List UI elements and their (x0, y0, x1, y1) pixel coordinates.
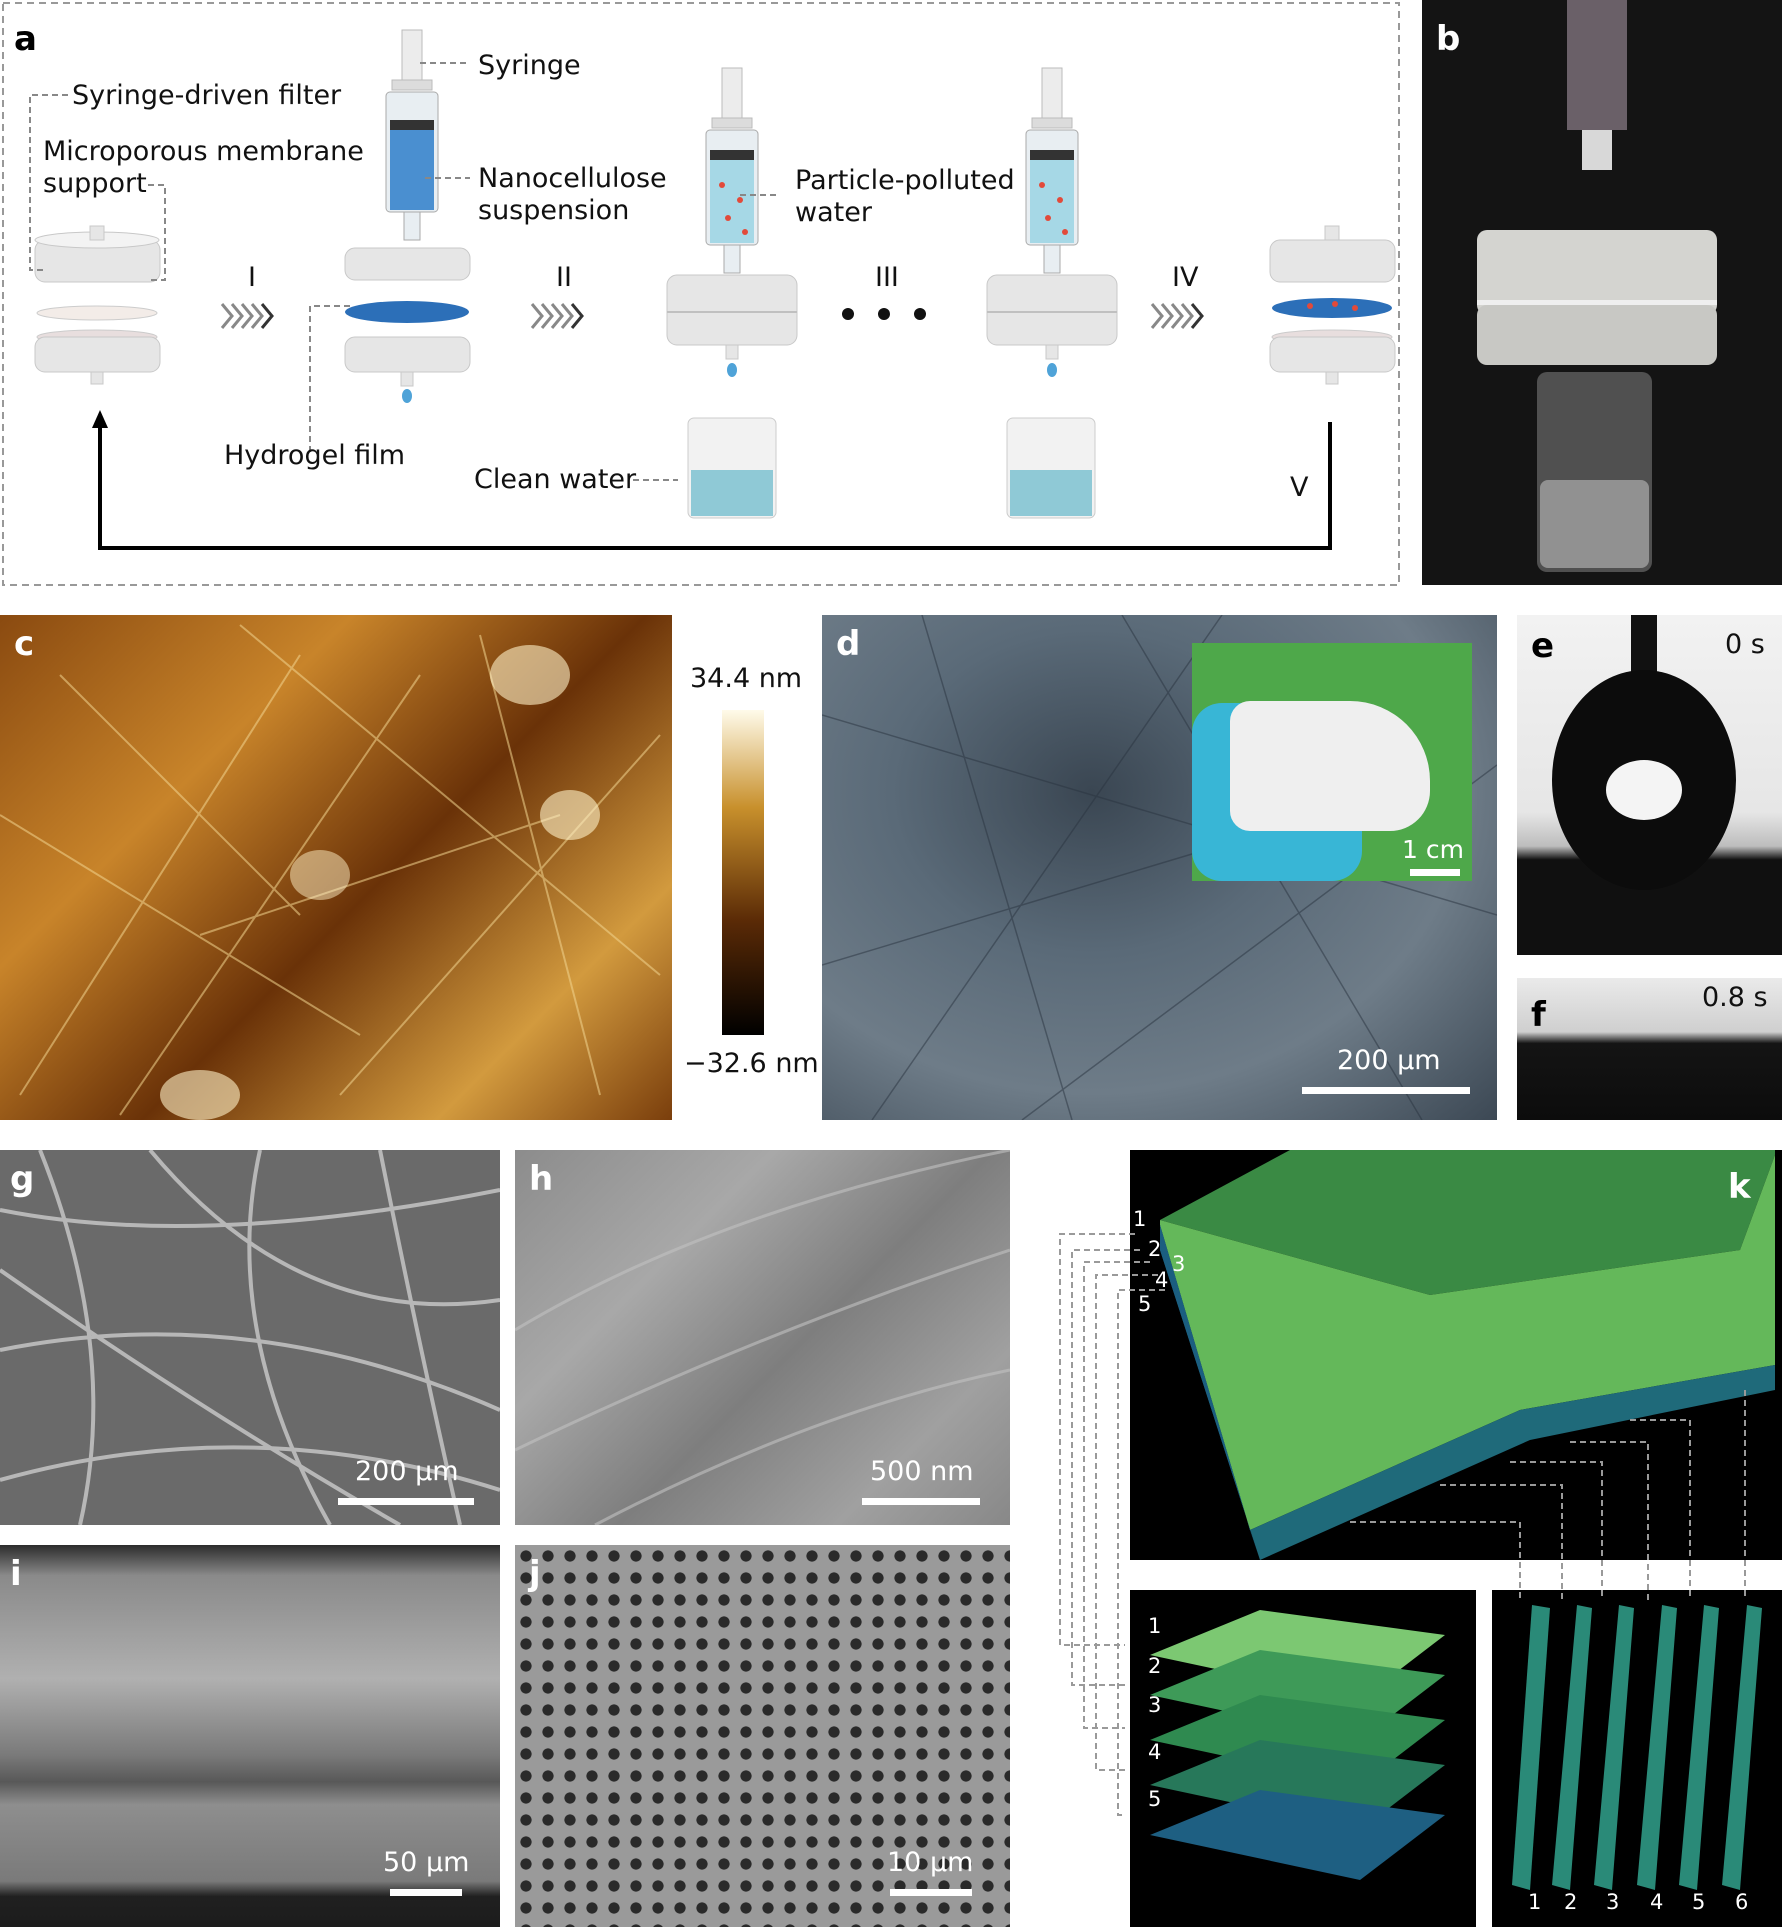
top-layer-label-3: 3 (1172, 1252, 1186, 1276)
panel-f-time: 0.8 s (1702, 982, 1768, 1013)
stack-layer-label-3: 3 (1148, 1693, 1162, 1717)
panel-i-scale-label: 50 μm (383, 1847, 470, 1878)
panel-a-label: a (14, 19, 37, 59)
k-slices (1512, 1605, 1762, 1890)
panel-f-label: f (1531, 995, 1546, 1035)
panel-d-scale-bar (1302, 1087, 1470, 1094)
panel-b-label: b (1436, 19, 1461, 59)
panel-d-label: d (836, 624, 861, 664)
afm-fibers (0, 624, 661, 1120)
microporous-label-line2: support (43, 168, 147, 199)
sem-ridges-h (515, 1150, 1010, 1525)
hydrogel-film-label: Hydrogel film (224, 440, 406, 471)
panel-d-micrograph: 1 cm 200 μm d (822, 615, 1497, 1120)
step-I: I (248, 262, 256, 293)
microporous-label-line1: Microporous membrane (43, 136, 364, 167)
slice-label-6: 6 (1735, 1890, 1749, 1914)
panel-d-scale-label: 200 μm (1337, 1045, 1441, 1076)
syringe-with-polluted-water-2 (986, 67, 1118, 377)
beaker-clean-water-1 (687, 417, 777, 519)
stack-layer-label-5: 5 (1148, 1787, 1162, 1811)
panel-g-scale-label: 200 μm (355, 1456, 459, 1487)
panel-g-label: g (10, 1159, 35, 1199)
nanocellulose-label-line1: Nanocellulose (478, 163, 667, 194)
panel-a: a Syringe-driven filter Microporous memb… (0, 0, 1402, 590)
panel-f-droplet-spread: f 0.8 s (1517, 978, 1782, 1120)
panel-i-label: i (10, 1554, 22, 1594)
slice-label-2: 2 (1564, 1890, 1578, 1914)
panel-k-slices: 1 2 3 4 5 6 (1492, 1590, 1782, 1927)
panel-g-sem: 200 μm g (0, 1150, 500, 1525)
panel-b-photo: b (1422, 0, 1782, 585)
k-3d-block (1160, 1150, 1775, 1560)
syringe-with-polluted-water (666, 67, 798, 377)
colorbar-min-label: −32.6 nm (684, 1048, 819, 1079)
panel-j-sem-pores: 10 μm j (515, 1545, 1010, 1927)
step-IV: IV (1172, 262, 1199, 293)
panel-j-scale-bar (890, 1889, 972, 1896)
syringe-label: Syringe (478, 50, 581, 81)
hydrogel-piece (1230, 701, 1430, 831)
top-layer-label-1: 1 (1133, 1207, 1147, 1231)
panel-c-label: c (14, 624, 35, 664)
step-V: V (1290, 472, 1309, 503)
panel-h-scale-bar (862, 1498, 980, 1505)
colorbar-max-label: 34.4 nm (690, 663, 803, 694)
particle-label-line1: Particle-polluted (795, 165, 1015, 196)
water-droplet (1552, 615, 1736, 890)
clean-water-label: Clean water (474, 464, 637, 495)
stack-layer-label-4: 4 (1148, 1740, 1162, 1764)
syringe-filter-photo (1477, 0, 1717, 572)
nanocellulose-label-line2: suspension (478, 195, 630, 226)
k-stack (1150, 1610, 1445, 1880)
inset-scale-label: 1 cm (1402, 835, 1464, 864)
filter-open-left (34, 225, 161, 385)
stack-layer-label-1: 1 (1148, 1614, 1162, 1638)
slice-label-1: 1 (1528, 1890, 1542, 1914)
stack-layer-label-2: 2 (1148, 1654, 1162, 1678)
particle-label-line2: water (795, 197, 872, 228)
slice-label-3: 3 (1606, 1890, 1620, 1914)
inset-scale-bar (1410, 869, 1460, 876)
panel-k-label: k (1728, 1167, 1751, 1207)
panel-g-scale-bar (338, 1498, 474, 1505)
panel-h-label: h (529, 1159, 554, 1199)
panel-e-label: e (1531, 626, 1555, 666)
panel-i-sem-cross-section: 50 μm i (0, 1545, 500, 1927)
panel-j-scale-label: 10 μm (887, 1847, 974, 1878)
step-III: III (875, 262, 899, 293)
top-layer-label-2: 2 (1148, 1237, 1162, 1261)
panel-c-afm: c (0, 615, 672, 1120)
syringe-with-nanocellulose (344, 29, 471, 403)
panel-e-time: 0 s (1725, 629, 1765, 660)
panel-a-schematic (2, 2, 1400, 586)
beaker-clean-water-2 (1006, 417, 1096, 519)
afm-colorbar (722, 710, 764, 1035)
panel-k-3d-top: k (1130, 1150, 1782, 1560)
inset-hydrogel-photo: 1 cm (1192, 643, 1472, 881)
sem-fibers-g (0, 1150, 500, 1525)
syringe-driven-filter-label: Syringe-driven filter (72, 80, 342, 111)
panel-j-label: j (529, 1554, 541, 1594)
panel-i-scale-bar (390, 1889, 462, 1896)
step-II: II (556, 262, 572, 293)
panel-k-layer-stack (1130, 1590, 1476, 1927)
filter-open-right (1269, 225, 1396, 385)
slice-label-5: 5 (1692, 1890, 1706, 1914)
top-layer-label-4: 4 (1155, 1268, 1169, 1292)
panel-e-droplet: e 0 s (1517, 615, 1782, 955)
slice-label-4: 4 (1650, 1890, 1664, 1914)
top-layer-label-5: 5 (1138, 1292, 1152, 1316)
panel-h-scale-label: 500 nm (870, 1456, 974, 1487)
panel-h-sem: 500 nm h (515, 1150, 1010, 1525)
